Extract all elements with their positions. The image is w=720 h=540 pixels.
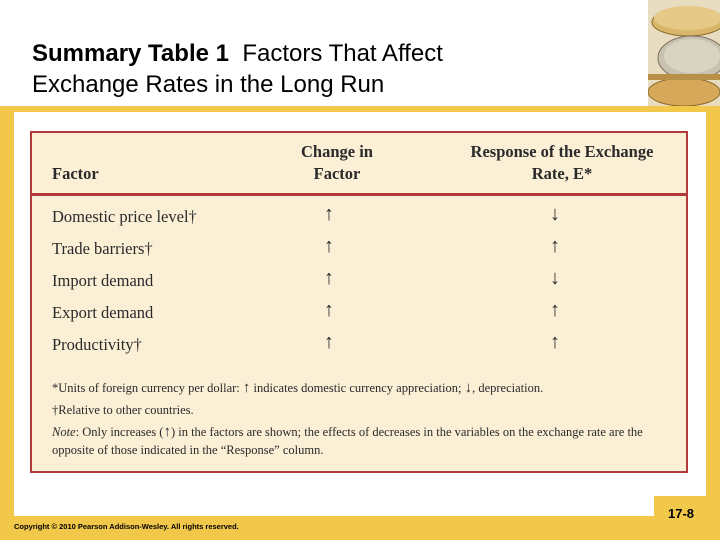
- row-factor: Productivity†: [52, 335, 142, 354]
- up-arrow-icon: ↑: [163, 424, 171, 440]
- table-row: Domestic price level† ↑ ↓: [32, 203, 686, 233]
- title-line2: Exchange Rates in the Long Run: [32, 71, 385, 98]
- copyright-text: Copyright © 2010 Pearson Addison-Wesley.…: [14, 522, 239, 531]
- note-increases-a: : Only increases (: [75, 425, 164, 439]
- response-arrow-icon: ↑: [550, 331, 560, 353]
- header-response-line2: Rate, E*: [531, 164, 593, 183]
- down-arrow-icon: ↓: [464, 380, 473, 396]
- slide-title: Summary Table 1 Factors That Affect Exch…: [32, 38, 632, 100]
- row-factor: Export demand: [52, 303, 154, 322]
- row-factor: Trade barriers†: [52, 239, 153, 258]
- response-arrow-icon: ↑: [550, 299, 560, 321]
- table-row: Productivity† ↑ ↑: [32, 331, 686, 361]
- note-units-a: *Units of foreign currency per dollar:: [52, 381, 243, 395]
- response-arrow-icon: ↓: [550, 267, 560, 289]
- note-units-b: indicates domestic currency appreciation…: [250, 381, 465, 395]
- note-increases-b: ) in the factors are shown; the effects …: [52, 425, 643, 457]
- header-change: Change in Factor: [292, 141, 382, 185]
- note-increases: Note: Only increases (↑) in the factors …: [52, 423, 672, 459]
- slide-number-box: 17-8: [654, 496, 706, 536]
- title-rest: Factors That Affect: [242, 40, 443, 67]
- up-arrow-icon: ↑: [242, 380, 251, 396]
- slide-number: 17-8: [668, 506, 695, 521]
- header-change-line1: Change in: [301, 142, 373, 161]
- right-accent-bar: [706, 112, 720, 516]
- change-arrow-icon: ↑: [324, 203, 334, 225]
- footer-bar: Copyright © 2010 Pearson Addison-Wesley.…: [0, 516, 720, 540]
- response-arrow-icon: ↑: [550, 235, 560, 257]
- header-factor: Factor: [52, 164, 99, 183]
- change-arrow-icon: ↑: [324, 235, 334, 257]
- table-row: Trade barriers† ↑ ↑: [32, 235, 686, 265]
- header-change-line2: Factor: [313, 164, 361, 183]
- note-relative: †Relative to other countries.: [52, 403, 194, 417]
- change-arrow-icon: ↑: [324, 299, 334, 321]
- table-row: Export demand ↑ ↑: [32, 299, 686, 329]
- top-accent-bar: [0, 106, 720, 112]
- coins-image: [648, 0, 720, 106]
- change-arrow-icon: ↑: [324, 267, 334, 289]
- change-arrow-icon: ↑: [324, 331, 334, 353]
- header-response: Response of the Exchange Rate, E*: [452, 141, 672, 185]
- header-response-line1: Response of the Exchange: [470, 142, 654, 161]
- response-arrow-icon: ↓: [550, 203, 560, 225]
- note-units-c: , depreciation.: [472, 381, 544, 395]
- note-units: *Units of foreign currency per dollar: ↑…: [52, 379, 672, 397]
- left-accent-bar: [0, 112, 14, 516]
- table-row: Import demand ↑ ↓: [32, 267, 686, 297]
- table-header: Factor Change in Factor Response of the …: [32, 133, 686, 196]
- row-factor: Domestic price level†: [52, 207, 197, 226]
- row-factor: Import demand: [52, 271, 154, 290]
- note-label: Note: [52, 425, 76, 439]
- summary-table: Factor Change in Factor Response of the …: [30, 131, 688, 473]
- table-notes: *Units of foreign currency per dollar: ↑…: [52, 379, 672, 463]
- title-bold: Summary Table 1: [32, 40, 229, 67]
